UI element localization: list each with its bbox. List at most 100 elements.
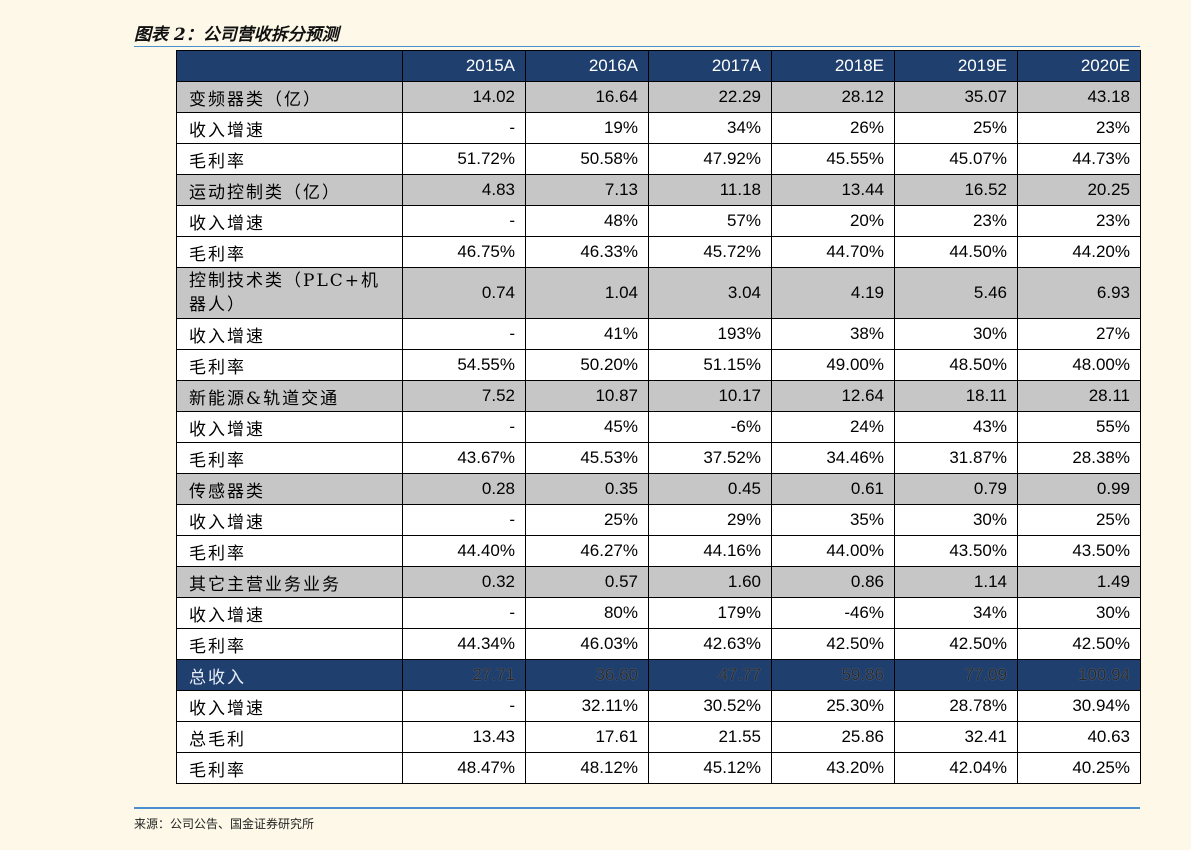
- header-cell-2018E: 2018E: [771, 50, 895, 82]
- table-cell: 5.46: [894, 267, 1018, 319]
- table-cell: 30.52%: [648, 690, 772, 722]
- row-label: 毛利率: [176, 535, 403, 567]
- table-row: 收入增速 -80% 179% -46% 34% 30%: [176, 597, 1141, 629]
- table-cell: 0.79: [894, 473, 1018, 505]
- table-cell: 0.74: [402, 267, 526, 319]
- table-row: 收入增速 -25% 29% 35% 30% 25%: [176, 504, 1141, 536]
- table-cell: 42.50%: [894, 628, 1018, 660]
- table-cell: 42.63%: [648, 628, 772, 660]
- row-label: 收入增速: [176, 597, 403, 629]
- table-row: 毛利率 44.40% 46.27% 44.16% 44.00% 43.50% 43.50%: [176, 535, 1141, 567]
- table-cell: 13.44: [771, 174, 895, 206]
- table-row: 收入增速 -41% 193% 38% 30% 27%: [176, 318, 1141, 350]
- table-cell: 46.75%: [402, 236, 526, 268]
- table-cell: 44.00%: [771, 535, 895, 567]
- table-row: 控制技术类（PLC+机器人） 0.74 1.04 3.04 4.19 5.46 6.93: [176, 267, 1141, 319]
- table-cell: 43.20%: [771, 752, 895, 784]
- table-cell: 47.92%: [648, 143, 772, 175]
- table-cell: 1.14: [894, 566, 1018, 598]
- table-cell: 0.86: [771, 566, 895, 598]
- table-cell: 48%: [525, 205, 649, 237]
- table-cell: 36.60: [525, 659, 649, 691]
- table-cell: 44.20%: [1017, 236, 1141, 268]
- table-cell: 4.19: [771, 267, 895, 319]
- table-cell: 50.58%: [525, 143, 649, 175]
- table-cell: 30%: [894, 318, 1018, 350]
- row-label: 新能源&轨道交通: [176, 380, 403, 412]
- table-cell: 45.12%: [648, 752, 772, 784]
- table-cell: 45.53%: [525, 442, 649, 474]
- header-cell-2020E: 2020E: [1017, 50, 1141, 82]
- table-cell: 0.28: [402, 473, 526, 505]
- table-cell: 0.61: [771, 473, 895, 505]
- table-cell: 25.86: [771, 721, 895, 753]
- table-row: 总毛利 13.43 17.61 21.55 25.86 32.41 40.63: [176, 721, 1141, 753]
- table-cell: 10.87: [525, 380, 649, 412]
- table-cell: 59.86: [771, 659, 895, 691]
- table-cell: 43.50%: [894, 535, 1018, 567]
- row-label: 总毛利: [176, 721, 403, 753]
- table-cell: 28.12: [771, 81, 895, 113]
- table-cell: 7.52: [402, 380, 526, 412]
- table-cell: 16.52: [894, 174, 1018, 206]
- table-cell: 44.73%: [1017, 143, 1141, 175]
- table-row: 新能源&轨道交通 7.52 10.87 10.17 12.64 18.11 28.11: [176, 380, 1141, 412]
- table-cell: 44.16%: [648, 535, 772, 567]
- table-cell: 16.64: [525, 81, 649, 113]
- table-cell: 35.07: [894, 81, 1018, 113]
- row-label: 毛利率: [176, 236, 403, 268]
- table-cell: 45%: [525, 411, 649, 443]
- table-cell: 47.77: [648, 659, 772, 691]
- table-header-row: 2015A 2016A 2017A 2018E 2019E 2020E: [176, 50, 1141, 82]
- table-cell: 42.50%: [771, 628, 895, 660]
- table-cell: 24%: [771, 411, 895, 443]
- header-cell-2016A: 2016A: [525, 50, 649, 82]
- table-cell: 12.64: [771, 380, 895, 412]
- row-label: 毛利率: [176, 143, 403, 175]
- table-cell: 193%: [648, 318, 772, 350]
- table-cell: 44.50%: [894, 236, 1018, 268]
- table-cell: 41%: [525, 318, 649, 350]
- table-cell: 51.72%: [402, 143, 526, 175]
- table-cell: 10.17: [648, 380, 772, 412]
- table-cell: 34.46%: [771, 442, 895, 474]
- table-cell: 28.11: [1017, 380, 1141, 412]
- row-label: 收入增速: [176, 504, 403, 536]
- table-cell: 51.15%: [648, 349, 772, 381]
- row-label: 控制技术类（PLC+机器人）: [176, 267, 403, 319]
- table-cell: 42.04%: [894, 752, 1018, 784]
- row-label: 毛利率: [176, 628, 403, 660]
- table-cell: 0.32: [402, 566, 526, 598]
- table-cell: 37.52%: [648, 442, 772, 474]
- row-label: 传感器类: [176, 473, 403, 505]
- table-row: 毛利率 48.47% 48.12% 45.12% 43.20% 42.04% 40.25%: [176, 752, 1141, 784]
- table-row: 毛利率 54.55% 50.20% 51.15% 49.00% 48.50% 48.00%: [176, 349, 1141, 381]
- header-cell-label: [176, 50, 403, 82]
- table-cell: 19%: [525, 112, 649, 144]
- table-cell: 45.07%: [894, 143, 1018, 175]
- row-label: 毛利率: [176, 349, 403, 381]
- table-cell: 34%: [648, 112, 772, 144]
- row-label: 收入增速: [176, 205, 403, 237]
- table-cell: -6%: [648, 411, 772, 443]
- table-cell: 29%: [648, 504, 772, 536]
- table-cell: 0.57: [525, 566, 649, 598]
- table-cell: 23%: [1017, 112, 1141, 144]
- table-row: 总收入 27.71 36.60 47.77 59.86 77.09 100.94: [176, 659, 1141, 691]
- table-cell: 31.87%: [894, 442, 1018, 474]
- table-cell: -: [402, 112, 526, 144]
- row-label: 变频器类（亿）: [176, 81, 403, 113]
- table-cell: 20%: [771, 205, 895, 237]
- table-cell: 6.93: [1017, 267, 1141, 319]
- table-row: 收入增速 -45% -6% 24% 43% 55%: [176, 411, 1141, 443]
- table-cell: 30%: [894, 504, 1018, 536]
- table-cell: 23%: [894, 205, 1018, 237]
- table-cell: -: [402, 690, 526, 722]
- table-cell: 80%: [525, 597, 649, 629]
- header-cell-2015A: 2015A: [402, 50, 526, 82]
- table-cell: -: [402, 318, 526, 350]
- table-row: 传感器类 0.28 0.35 0.45 0.61 0.79 0.99: [176, 473, 1141, 505]
- table-cell: 7.13: [525, 174, 649, 206]
- table-cell: 18.11: [894, 380, 1018, 412]
- table-cell: 54.55%: [402, 349, 526, 381]
